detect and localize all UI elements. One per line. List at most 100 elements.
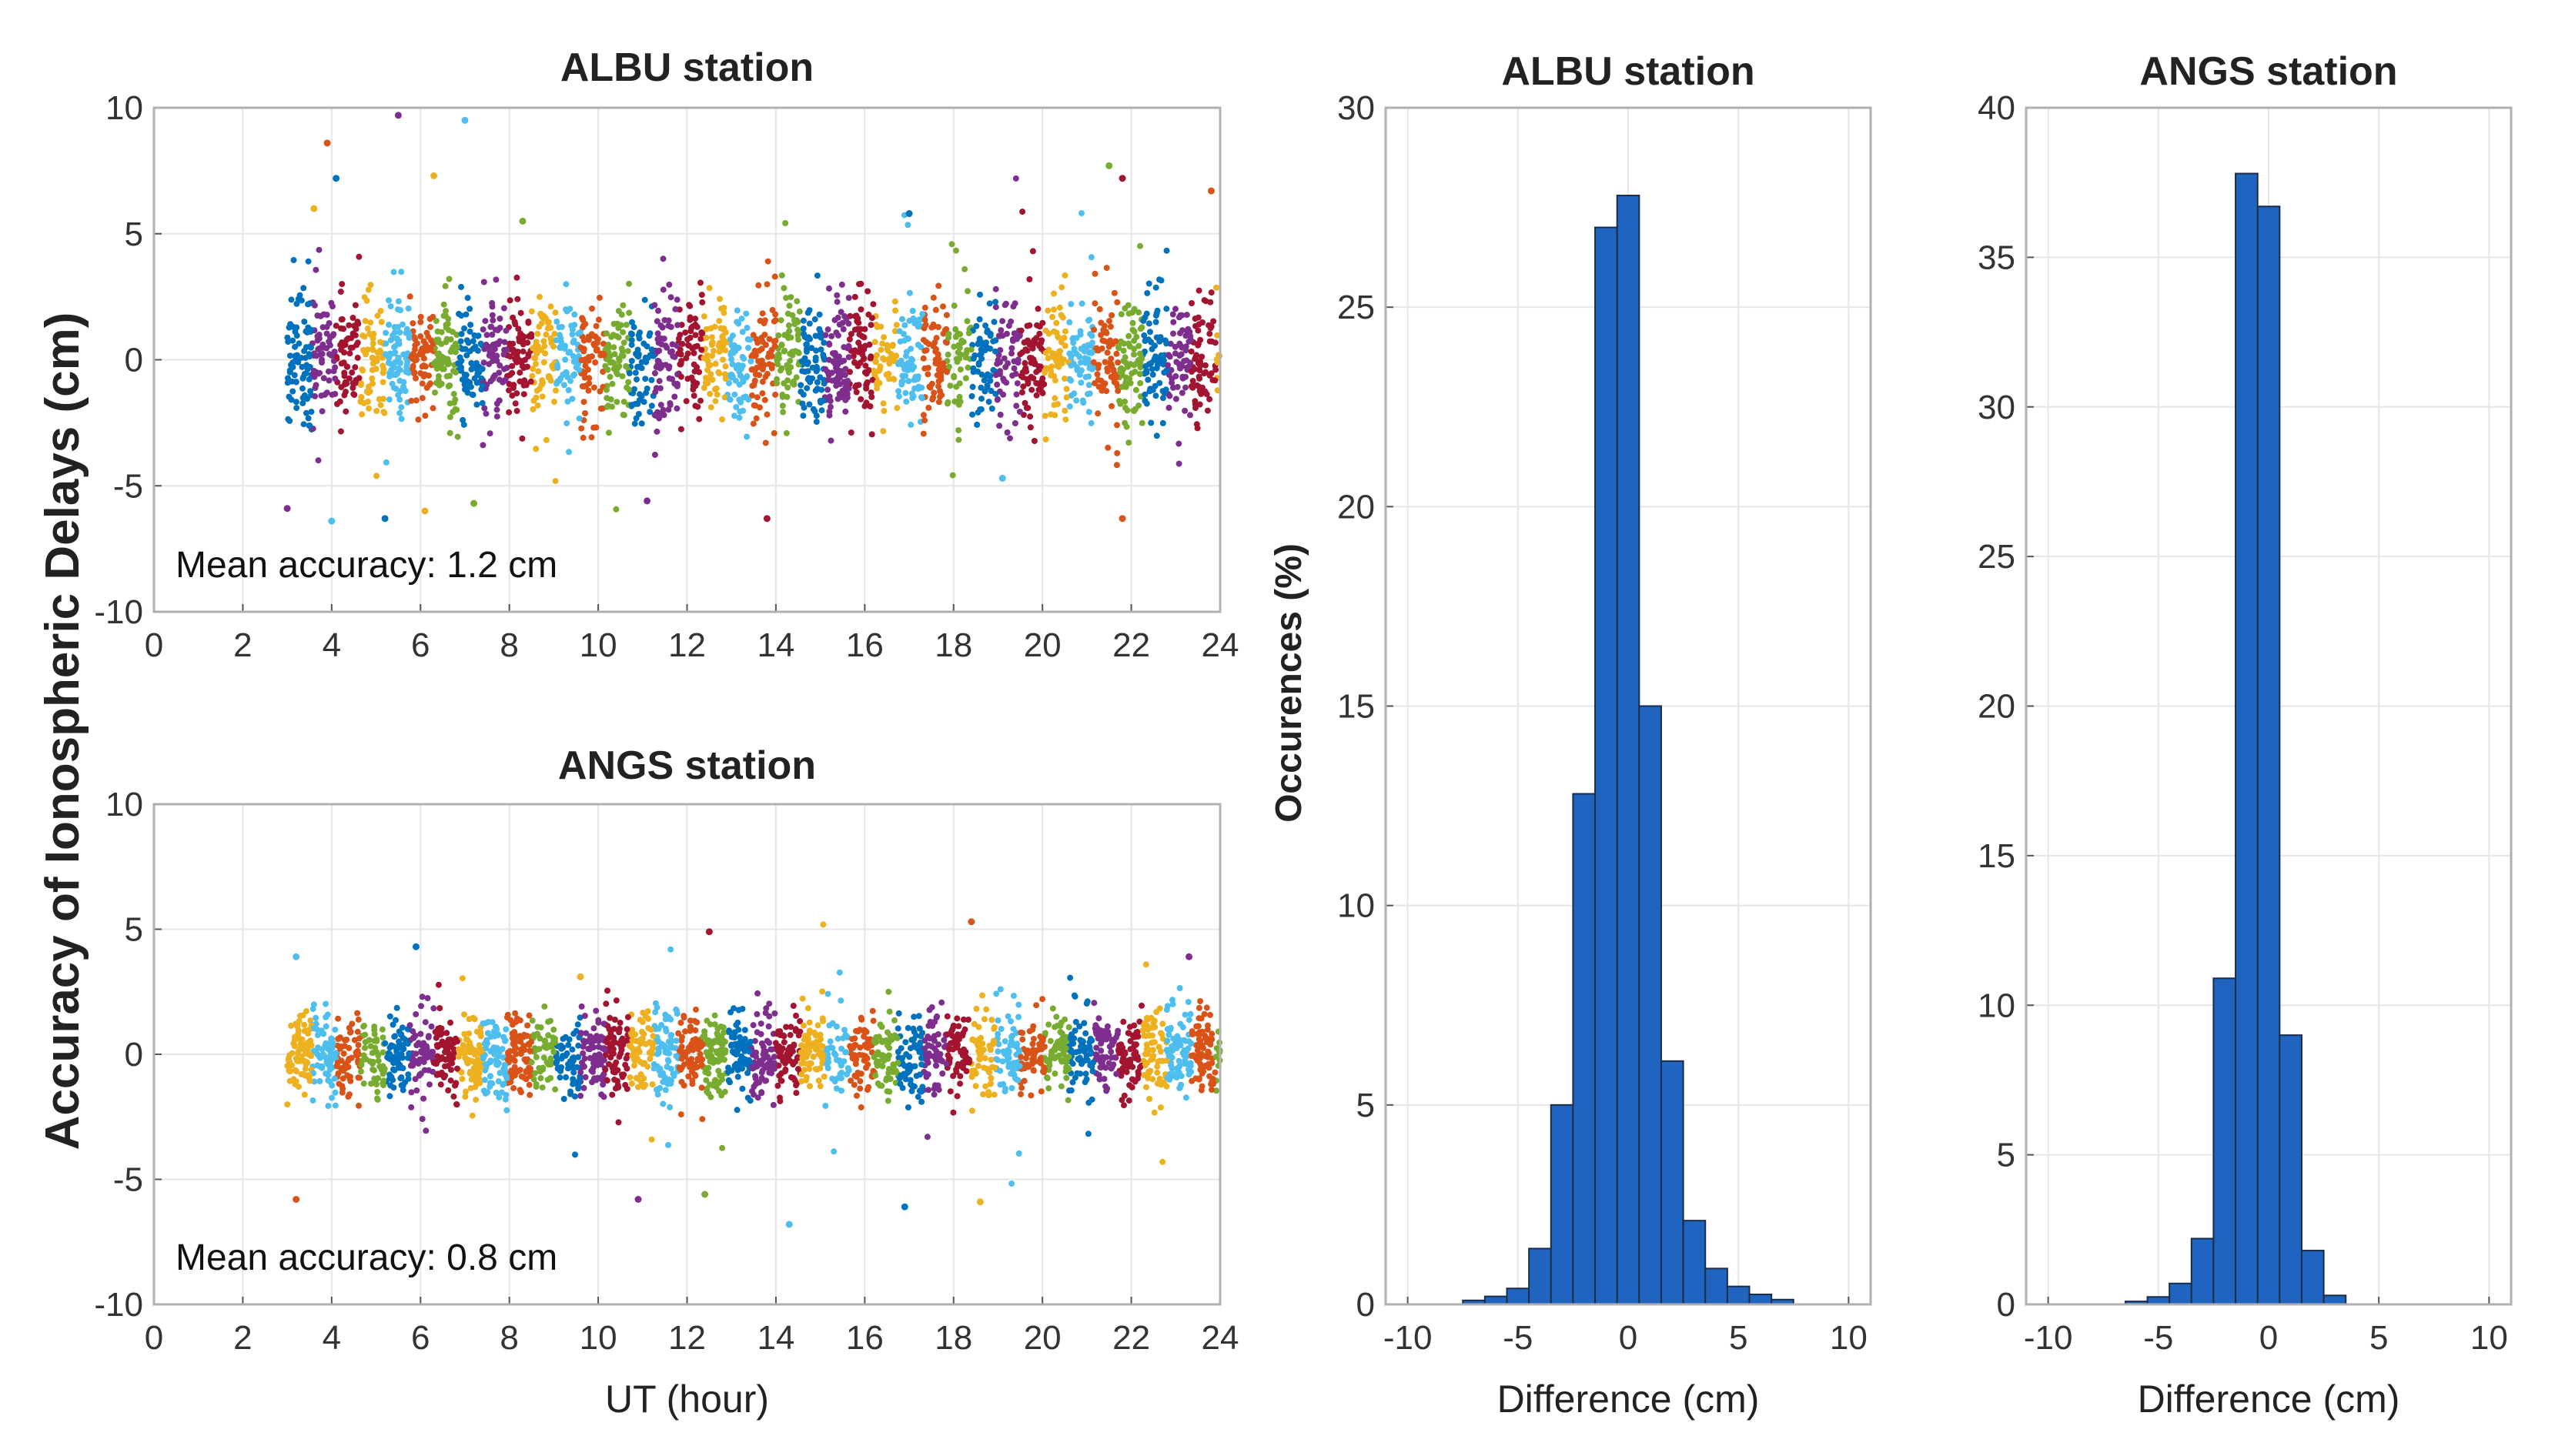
scatter-point bbox=[512, 400, 519, 407]
scatter-point bbox=[813, 347, 820, 354]
scatter-point bbox=[800, 412, 807, 419]
scatter-point bbox=[1049, 1005, 1056, 1012]
x-tick-label: 14 bbox=[757, 1319, 794, 1357]
scatter-point bbox=[286, 369, 293, 376]
scatter-point bbox=[466, 1030, 473, 1037]
scatter-point bbox=[1039, 389, 1046, 396]
scatter-point bbox=[728, 342, 735, 349]
scatter-point bbox=[981, 1047, 987, 1054]
scatter-point bbox=[1189, 369, 1195, 375]
scatter-point bbox=[498, 1089, 505, 1096]
scatter-point bbox=[674, 322, 681, 329]
scatter-point bbox=[896, 393, 902, 400]
scatter-point bbox=[1142, 391, 1149, 398]
scatter-point bbox=[891, 1017, 898, 1024]
scatter-point bbox=[413, 340, 420, 347]
scatter-point bbox=[684, 376, 691, 382]
scatter-point bbox=[1014, 380, 1021, 387]
scatter-point bbox=[529, 1017, 536, 1024]
scatter-point bbox=[616, 357, 623, 364]
scatter-point bbox=[360, 1080, 367, 1087]
scatter-point bbox=[816, 311, 823, 318]
scatter-point bbox=[323, 1000, 329, 1007]
scatter-point bbox=[533, 1054, 540, 1060]
scatter-point bbox=[771, 318, 778, 325]
scatter-point bbox=[1038, 339, 1045, 346]
scatter-point bbox=[312, 392, 319, 399]
scatter-point bbox=[940, 360, 947, 367]
scatter-point bbox=[692, 1027, 699, 1034]
x-tick-label: 16 bbox=[846, 626, 884, 664]
scatter-point bbox=[346, 1044, 353, 1051]
scatter-point bbox=[1028, 342, 1035, 349]
scatter-point bbox=[493, 276, 500, 283]
scatter-point bbox=[819, 1043, 826, 1050]
scatter-point bbox=[867, 355, 874, 362]
scatter-point bbox=[968, 346, 975, 353]
scatter-point bbox=[981, 1064, 988, 1071]
scatter-point bbox=[293, 399, 299, 406]
scatter-point bbox=[705, 1090, 712, 1097]
scatter-point bbox=[806, 1066, 813, 1072]
scatter-point bbox=[507, 1047, 513, 1054]
scatter-point bbox=[1142, 338, 1149, 344]
scatter-point bbox=[935, 383, 941, 390]
scatter-point bbox=[349, 344, 356, 351]
scatter-point bbox=[523, 1076, 530, 1083]
scatter-point bbox=[1121, 1102, 1127, 1109]
scatter-point bbox=[453, 369, 459, 376]
scatter-point bbox=[569, 331, 576, 338]
scatter-point bbox=[651, 452, 658, 458]
scatter-point bbox=[976, 316, 983, 322]
scatter-point bbox=[395, 298, 402, 305]
y-tick-label: 10 bbox=[105, 89, 143, 127]
scatter-point bbox=[540, 1066, 547, 1073]
scatter-point bbox=[1018, 1084, 1025, 1091]
scatter-point bbox=[1078, 379, 1085, 386]
scatter-point bbox=[654, 330, 661, 337]
scatter-point bbox=[774, 356, 781, 362]
scatter-point bbox=[1082, 1070, 1089, 1077]
scatter-point bbox=[496, 397, 503, 404]
scatter-point bbox=[853, 312, 860, 319]
scatter-point bbox=[338, 360, 345, 367]
scatter-point bbox=[1169, 311, 1176, 318]
scatter-point bbox=[848, 429, 854, 436]
scatter-point bbox=[316, 331, 323, 338]
scatter-point bbox=[383, 329, 390, 336]
scatter-point bbox=[838, 309, 844, 316]
scatter-point bbox=[1082, 374, 1089, 380]
scatter-point bbox=[547, 324, 554, 331]
scatter-point bbox=[406, 293, 413, 300]
scatter-point bbox=[445, 1087, 452, 1094]
scatter-point bbox=[818, 399, 824, 406]
scatter-point bbox=[1134, 1029, 1141, 1035]
scatter-point bbox=[851, 326, 858, 333]
scatter-point bbox=[925, 365, 931, 371]
scatter-point bbox=[458, 331, 465, 337]
scatter-point bbox=[734, 307, 741, 314]
scatter-point bbox=[1004, 330, 1010, 337]
scatter-point bbox=[552, 1086, 559, 1093]
scatter-point bbox=[826, 1022, 833, 1029]
scatter-outlier-point bbox=[1105, 162, 1113, 169]
scatter-point bbox=[1137, 379, 1144, 386]
scatter-point bbox=[306, 363, 313, 370]
scatter-point bbox=[709, 339, 716, 346]
scatter-point bbox=[395, 392, 402, 399]
scatter-point bbox=[1010, 993, 1017, 999]
scatter-point bbox=[798, 358, 805, 365]
scatter-point bbox=[1182, 373, 1189, 380]
scatter-point bbox=[1189, 1028, 1196, 1035]
scatter-point bbox=[506, 387, 512, 394]
scatter-point bbox=[1088, 342, 1095, 349]
scatter-point bbox=[423, 1127, 430, 1134]
scatter-point bbox=[719, 334, 726, 341]
scatter-point bbox=[758, 357, 765, 364]
scatter-point bbox=[1001, 355, 1008, 362]
scatter-point bbox=[1169, 376, 1175, 382]
scatter-point bbox=[400, 384, 407, 391]
scatter-point bbox=[589, 306, 595, 312]
scatter-point bbox=[510, 1040, 517, 1047]
scatter-point bbox=[1207, 325, 1214, 332]
